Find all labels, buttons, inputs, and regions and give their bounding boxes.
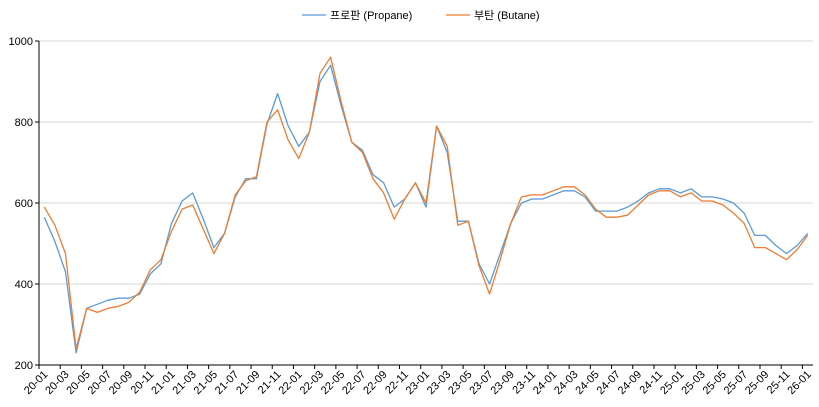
y-tick-label: 800 <box>15 117 33 129</box>
y-tick-label: 600 <box>15 198 33 210</box>
x-tick-label: 26-01 <box>785 369 813 397</box>
x-axis: 20-0120-0320-0520-0720-0920-1121-0121-03… <box>22 364 814 397</box>
series-lines <box>43 56 809 354</box>
series-line-butane <box>43 56 809 350</box>
legend-label-butane: 부탄 (Butane) <box>474 9 540 22</box>
x-tick-label: 20-09 <box>107 369 135 397</box>
x-tick-label: 25-09 <box>743 369 771 397</box>
y-tick-label: 1000 <box>9 36 33 48</box>
legend: 프로판 (Propane) 부탄 (Butane) <box>302 9 540 22</box>
x-tick-label: 22-09 <box>361 369 389 397</box>
y-axis: 200 400 600 800 1000 <box>9 36 40 372</box>
x-tick-label: 23-09 <box>489 369 517 397</box>
gridlines <box>39 40 813 285</box>
series-line-propane <box>43 64 809 354</box>
y-tick-label: 200 <box>15 360 33 372</box>
x-tick-label: 24-09 <box>616 369 644 397</box>
legend-label-propane: 프로판 (Propane) <box>330 9 412 22</box>
x-tick-label: 21-09 <box>234 369 262 397</box>
y-tick-label: 400 <box>15 279 33 291</box>
